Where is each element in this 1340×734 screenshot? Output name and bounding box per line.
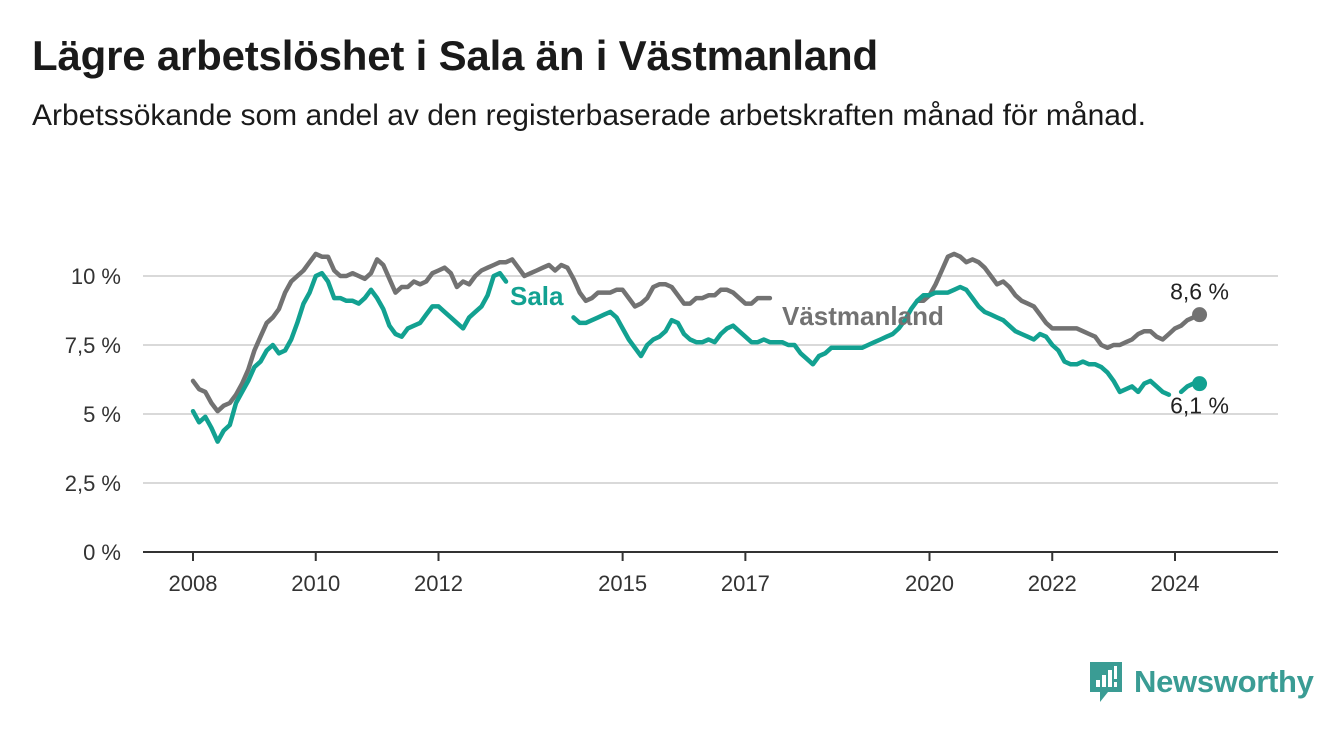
y-tick-label: 10 % bbox=[71, 264, 121, 289]
newsworthy-brand: Newsworthy bbox=[1088, 660, 1314, 704]
x-axis-ticks: 2008 2010 2012 2015 2017 2020 2022 2024 bbox=[169, 552, 1200, 596]
x-tick-label: 2008 bbox=[169, 571, 218, 596]
vastmanland-series-line bbox=[190, 251, 773, 414]
x-tick-label: 2020 bbox=[905, 571, 954, 596]
x-tick-label: 2012 bbox=[414, 571, 463, 596]
x-tick-label: 2010 bbox=[291, 571, 340, 596]
vastmanland-end-label: 8,6 % bbox=[1170, 279, 1229, 305]
x-tick-label: 2017 bbox=[721, 571, 770, 596]
newsworthy-logo-icon bbox=[1090, 662, 1122, 702]
y-tick-label: 2,5 % bbox=[65, 471, 121, 496]
chart-subtitle: Arbetssökande som andel av den registerb… bbox=[32, 99, 1146, 132]
brand-name: Newsworthy bbox=[1134, 664, 1314, 699]
y-tick-label: 0 % bbox=[83, 540, 121, 565]
y-axis-ticks: 0 % 2,5 % 5 % 7,5 % 10 % bbox=[65, 264, 121, 565]
sala-end-point bbox=[1192, 376, 1208, 392]
vastmanland-end-point bbox=[1192, 307, 1208, 323]
sala-series-line bbox=[571, 284, 1172, 397]
sala-end-label: 6,1 % bbox=[1170, 393, 1229, 419]
gridlines bbox=[143, 275, 1278, 553]
y-tick-label: 7,5 % bbox=[65, 333, 121, 358]
vastmanland-inline-label: Västmanland bbox=[782, 301, 944, 331]
sala-inline-label: Sala bbox=[510, 281, 564, 311]
chart-title: Lägre arbetslöshet i Sala än i Västmanla… bbox=[32, 32, 878, 79]
x-tick-label: 2024 bbox=[1151, 571, 1200, 596]
vastmanland-series-line bbox=[914, 251, 1202, 351]
y-tick-label: 5 % bbox=[83, 402, 121, 427]
series-lines: 8,6 % 6,1 % bbox=[190, 251, 1229, 444]
sala-series-line bbox=[190, 270, 509, 444]
x-tick-label: 2022 bbox=[1028, 571, 1077, 596]
x-tick-label: 2015 bbox=[598, 571, 647, 596]
